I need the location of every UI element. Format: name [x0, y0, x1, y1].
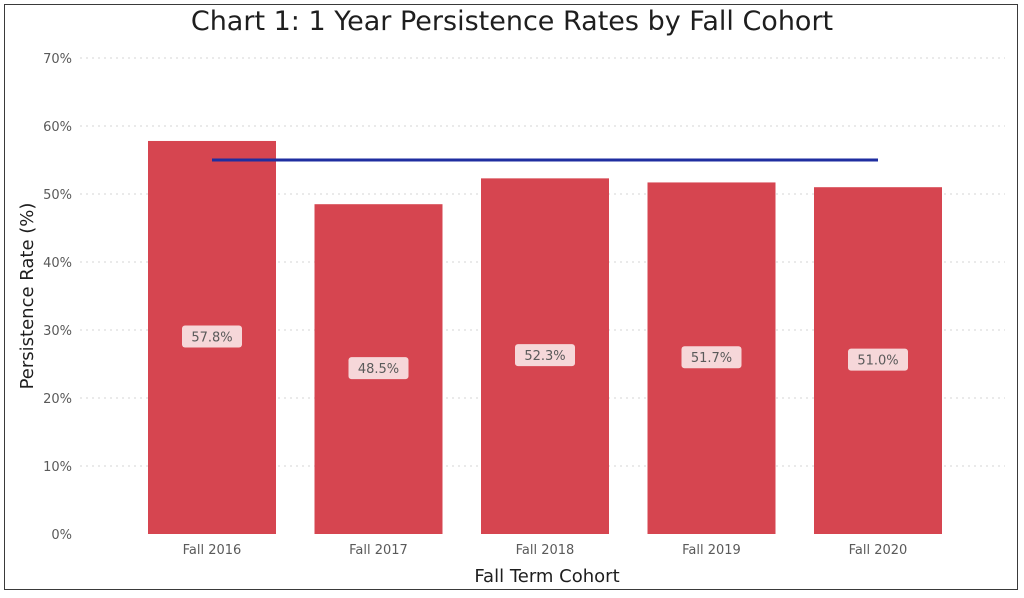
data-label: 48.5% [358, 362, 399, 377]
x-axis-title: Fall Term Cohort [474, 566, 619, 587]
y-tick-label: 20% [43, 392, 72, 407]
x-tick-label: Fall 2019 [682, 543, 741, 558]
data-label: 51.7% [691, 351, 732, 366]
x-tick-label: Fall 2017 [349, 543, 408, 558]
y-tick-label: 60% [43, 120, 72, 135]
data-label-background [848, 348, 908, 371]
y-axis-ticks: 0% 10% 20% 30% 40% 50% 60% 70% [43, 52, 72, 543]
data-label: 52.3% [524, 349, 565, 364]
y-tick-label: 0% [51, 528, 72, 543]
x-tick-label: Fall 2016 [183, 543, 242, 558]
data-label-background [515, 344, 575, 367]
bars [148, 140, 942, 535]
x-tick-label: Fall 2018 [516, 543, 575, 558]
y-tick-label: 30% [43, 324, 72, 339]
data-labels: 57.8% 48.5% 52.3% 51.7% 51.0% [182, 325, 908, 380]
chart-title: Chart 1: 1 Year Persistence Rates by Fal… [190, 6, 834, 37]
x-axis-ticks: Fall 2016 Fall 2017 Fall 2018 Fall 2019 Fall… [183, 543, 908, 558]
x-tick-label: Fall 2020 [849, 543, 908, 558]
y-axis-title: Persistence Rate (%) [17, 203, 38, 390]
y-tick-label: 50% [43, 188, 72, 203]
data-label-background [348, 357, 409, 380]
data-label-background [681, 346, 742, 369]
y-tick-label: 70% [43, 52, 72, 67]
data-label: 57.8% [191, 330, 232, 345]
data-label-background [182, 325, 242, 348]
y-tick-label: 40% [43, 256, 72, 271]
data-label: 51.0% [857, 354, 898, 369]
y-tick-label: 10% [43, 460, 72, 475]
